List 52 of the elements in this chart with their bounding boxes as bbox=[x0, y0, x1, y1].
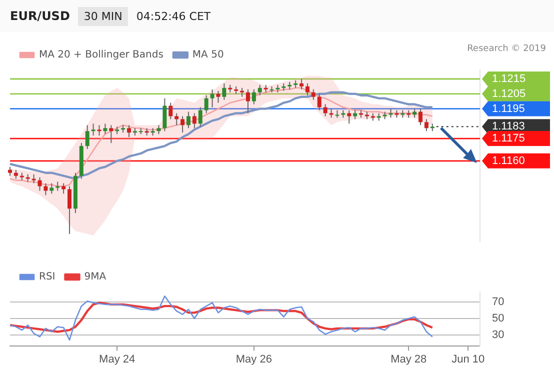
candlestick bbox=[50, 182, 54, 194]
y-tick-label: 1.1215 bbox=[492, 72, 526, 85]
candlestick bbox=[222, 82, 226, 100]
candlestick bbox=[305, 82, 310, 96]
chart-title: EUR/USD bbox=[10, 9, 70, 23]
chart-subtitle: 30 MIN bbox=[78, 6, 128, 26]
y-tick-label: 1.1195 bbox=[492, 102, 525, 115]
x-tick-label: May 24 bbox=[99, 353, 136, 366]
candlestick bbox=[418, 108, 423, 126]
x-tick-label: Jun 10 bbox=[452, 353, 485, 366]
candlestick bbox=[174, 112, 179, 126]
candlestick bbox=[85, 124, 90, 150]
text: 04:52:46 CET bbox=[136, 10, 211, 22]
candlestick bbox=[180, 116, 185, 134]
y-tick-label: 50 bbox=[492, 312, 504, 325]
legend-label: MA 20 + Bollinger Bands bbox=[39, 50, 164, 61]
candlestick bbox=[323, 104, 328, 117]
y-tick-label: 1.1183 bbox=[492, 120, 525, 133]
y-tick-label: 1.1160 bbox=[492, 154, 525, 167]
text: Research © 2019 bbox=[467, 44, 546, 54]
candlestick bbox=[126, 124, 131, 138]
candlestick bbox=[216, 90, 220, 104]
y-tick-label: 1.1175 bbox=[492, 132, 525, 145]
candlestick bbox=[204, 94, 208, 114]
candlestick bbox=[317, 93, 322, 111]
candlestick bbox=[192, 112, 196, 129]
candlestick bbox=[210, 88, 214, 108]
candlestick bbox=[252, 88, 256, 105]
candlestick bbox=[109, 124, 114, 144]
candlestick bbox=[311, 88, 316, 100]
y-tick-label: 30 bbox=[492, 329, 504, 342]
y-tick-label: 70 bbox=[492, 296, 504, 308]
candlestick bbox=[38, 176, 42, 192]
candlestick bbox=[300, 78, 304, 90]
candlestick bbox=[103, 123, 108, 135]
legend-label: 9MA bbox=[84, 272, 106, 283]
candlestick bbox=[168, 102, 173, 120]
candlestick bbox=[67, 186, 72, 234]
candlestick bbox=[162, 98, 167, 132]
y-tick-label: 1.1205 bbox=[492, 88, 526, 100]
x-tick-label: May 26 bbox=[236, 353, 272, 366]
legend-label: RSI bbox=[39, 272, 56, 283]
candlestick bbox=[91, 123, 96, 136]
candlestick bbox=[186, 111, 190, 129]
legend-label: MA 50 bbox=[192, 50, 224, 61]
candlestick bbox=[258, 84, 262, 96]
candlestick bbox=[347, 110, 352, 124]
x-tick-label: May 28 bbox=[390, 353, 427, 366]
candlestick bbox=[198, 106, 202, 128]
candlestick bbox=[424, 118, 428, 132]
candlestick bbox=[246, 88, 250, 114]
candlestick bbox=[97, 124, 102, 136]
